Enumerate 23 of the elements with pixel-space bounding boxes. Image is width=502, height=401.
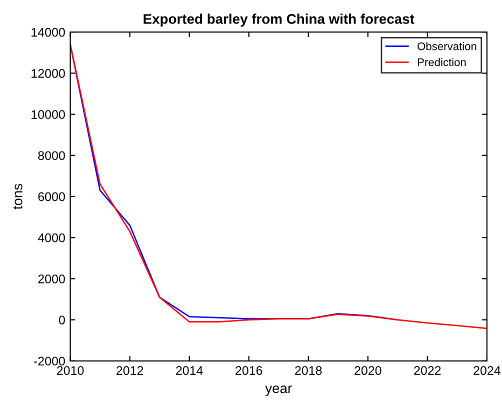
y-tick-label: -2000 — [34, 356, 65, 366]
line-series — [70, 44, 487, 330]
x-tick-label: 2014 — [176, 366, 203, 375]
legend-label: Observation — [418, 42, 476, 50]
x-tick-label: 2024 — [474, 366, 500, 375]
chart-title: Exported barley from China with forecast — [144, 14, 414, 27]
y-tick-label: 14000 — [32, 28, 65, 37]
y-tick-label: 4000 — [38, 233, 65, 242]
x-tick-label: 2022 — [414, 366, 441, 375]
y-tick-label: 8000 — [38, 151, 65, 160]
x-tick-label: 2012 — [116, 366, 144, 375]
x-axis-title: year — [265, 386, 292, 396]
y-tick-label: 12000 — [32, 68, 65, 78]
x-tick-label: 2020 — [354, 366, 382, 375]
x-tick-label: 2010 — [57, 366, 84, 375]
y-tick-label: 0 — [58, 316, 65, 324]
y-tick-label: 10000 — [32, 110, 65, 119]
y-tick-label: 6000 — [38, 192, 65, 202]
y-axis-title: tons — [13, 184, 22, 210]
x-tick-label: 2018 — [295, 366, 322, 375]
y-tick-label: 2000 — [38, 274, 65, 284]
x-tick-label: 2016 — [236, 366, 262, 375]
legend-label: Prediction — [418, 58, 466, 66]
